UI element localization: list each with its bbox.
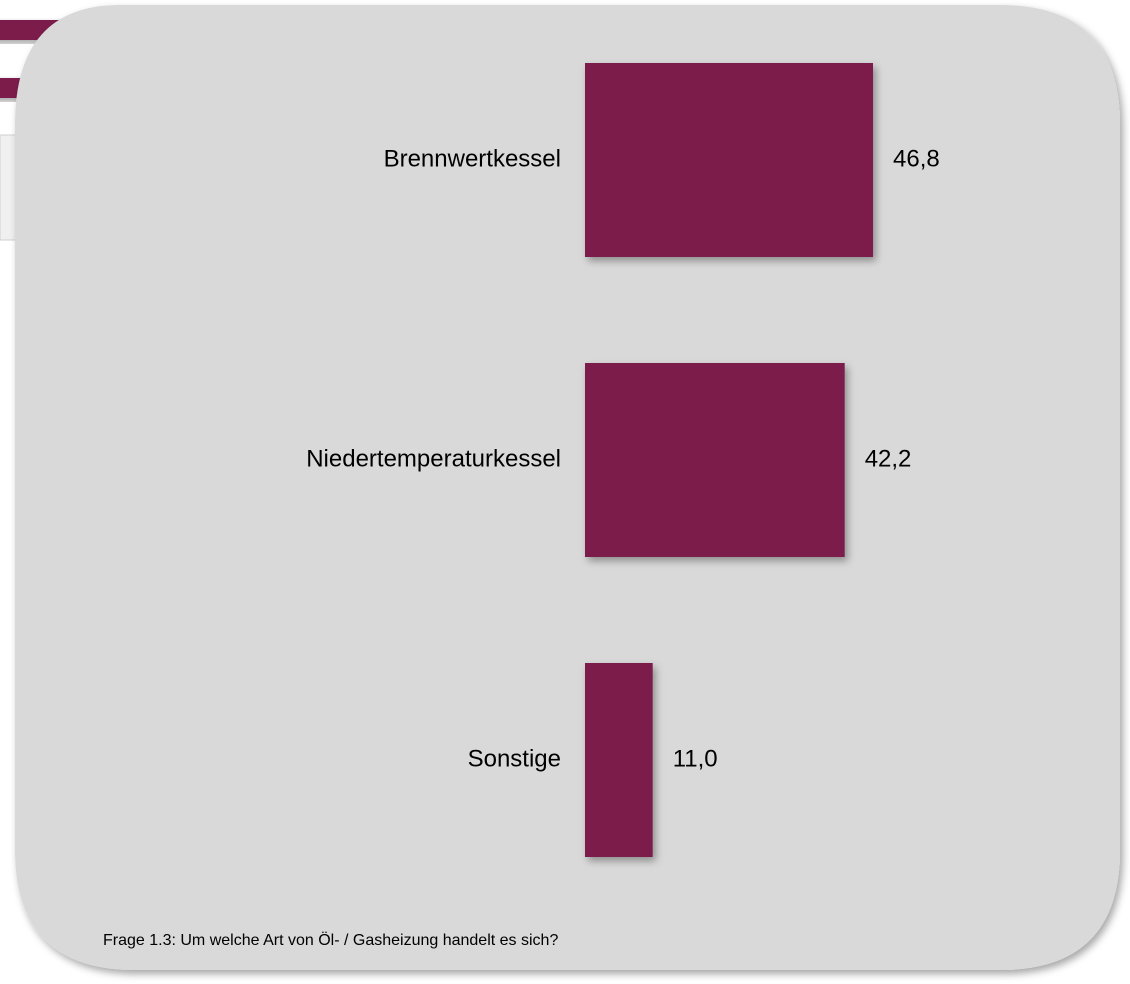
category-label: Brennwertkessel xyxy=(384,145,561,172)
value-label: 46,8 xyxy=(893,145,940,172)
panel xyxy=(15,5,1120,970)
value-label: 11,0 xyxy=(673,745,718,772)
category-label: Sonstige xyxy=(468,745,561,772)
bar xyxy=(585,663,653,857)
main-chart: 46,8 Brennwertkessel 42,2 Niedertemperaturk… xyxy=(306,63,940,857)
footnote: Frage 1.3: Um welche Art von Öl- / Gashe… xyxy=(103,931,558,949)
category-label: Niedertemperaturkessel xyxy=(306,445,561,472)
bar xyxy=(585,63,873,257)
value-label: 42,2 xyxy=(865,445,912,472)
bar xyxy=(585,363,845,557)
